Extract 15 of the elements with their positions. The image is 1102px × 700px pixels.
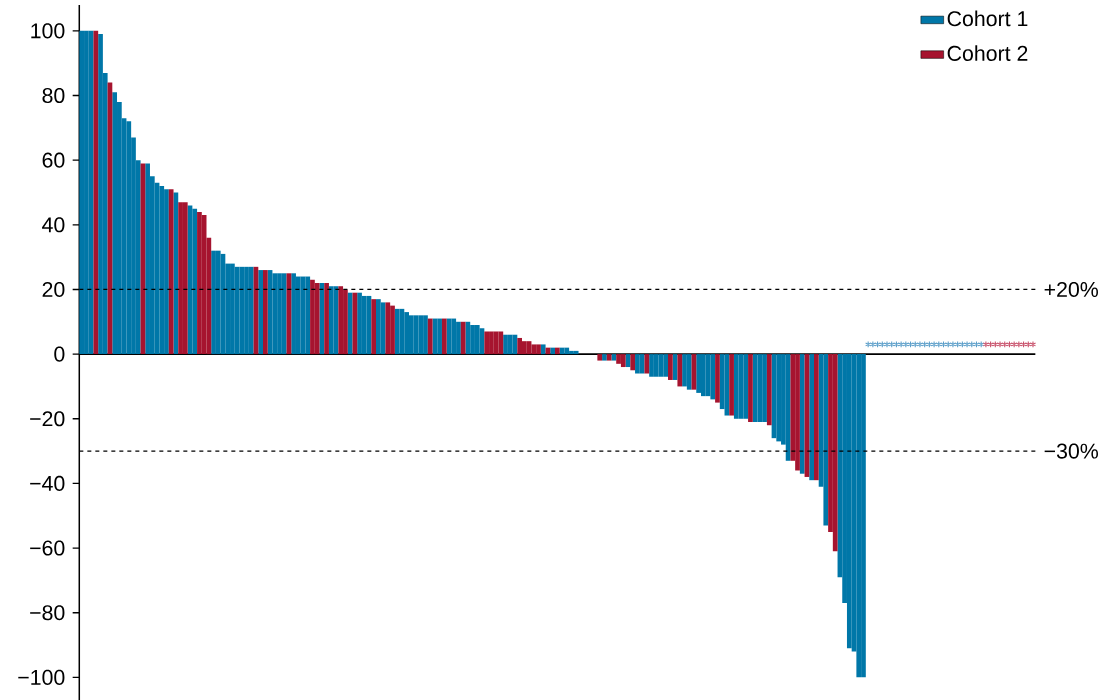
y-tick-label: 20 xyxy=(42,281,65,298)
y-tick-label: 60 xyxy=(42,152,65,168)
ref-line-label: +20% xyxy=(1044,281,1099,298)
y-tick-label: 0 xyxy=(54,346,65,362)
y-tick-label: −60 xyxy=(30,540,65,556)
legend-label: Cohort 1 xyxy=(947,10,1028,27)
legend-label: Cohort 2 xyxy=(947,45,1028,61)
y-tick-label: −40 xyxy=(30,475,65,491)
ref-line-label: −30% xyxy=(1044,443,1099,459)
y-tick-label: −100 xyxy=(18,669,65,685)
y-tick-label: 100 xyxy=(31,23,65,39)
y-tick-label: 80 xyxy=(42,87,65,104)
y-tick-label: 40 xyxy=(42,217,65,233)
y-tick-label: −20 xyxy=(30,411,65,427)
y-tick-label: −80 xyxy=(30,605,65,621)
